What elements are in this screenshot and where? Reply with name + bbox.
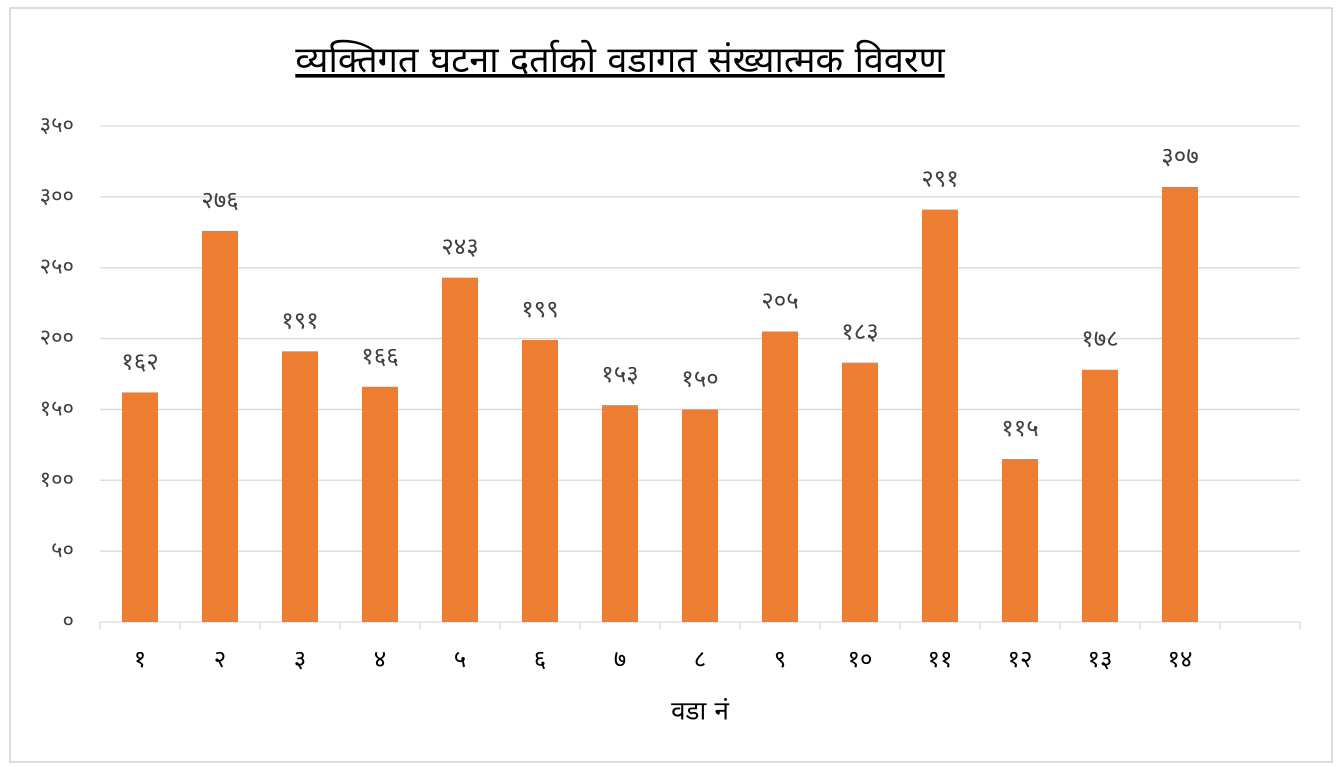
data-label: २०५ bbox=[761, 286, 798, 314]
bar bbox=[762, 331, 798, 622]
data-label: १९१ bbox=[281, 306, 318, 334]
x-tick-label: १ bbox=[134, 645, 146, 673]
bar bbox=[1002, 459, 1038, 622]
x-tick-label: ६ bbox=[534, 645, 546, 673]
bar bbox=[1082, 369, 1118, 622]
data-label: २४३ bbox=[441, 233, 478, 261]
x-tick-label: १३ bbox=[1088, 645, 1113, 673]
y-tick-label: २५० bbox=[40, 255, 74, 280]
x-tick-label: ५ bbox=[454, 645, 466, 673]
x-axis-title: वडा नं bbox=[671, 697, 729, 727]
x-tick-label: २ bbox=[214, 645, 226, 673]
x-tick-label: ७ bbox=[614, 645, 626, 673]
data-label: १६६ bbox=[361, 342, 398, 370]
x-tick-label: १० bbox=[848, 645, 873, 673]
data-label: १५३ bbox=[601, 360, 638, 388]
data-label: ११५ bbox=[1001, 414, 1038, 442]
y-tick-label: ३०० bbox=[40, 184, 74, 209]
data-label: १५० bbox=[681, 364, 718, 392]
x-tick-label: १२ bbox=[1008, 645, 1033, 673]
bar bbox=[602, 405, 638, 622]
data-label: १९९ bbox=[521, 295, 558, 323]
data-label: १७८ bbox=[1081, 325, 1118, 353]
bar bbox=[282, 351, 318, 622]
bar bbox=[362, 386, 398, 622]
x-tick-label: ४ bbox=[374, 645, 386, 673]
y-tick-label: ० bbox=[63, 609, 74, 634]
x-tick-label: ८ bbox=[694, 645, 706, 673]
bar bbox=[442, 277, 478, 622]
data-label: ३०७ bbox=[1161, 142, 1198, 170]
bar bbox=[1162, 186, 1198, 623]
data-label: २७६ bbox=[201, 186, 238, 214]
bar bbox=[122, 392, 158, 622]
bar bbox=[522, 339, 558, 622]
bar bbox=[922, 209, 958, 622]
chart-title: व्यक्तिगत घटना दर्ताको वडागत संख्यात्मक … bbox=[295, 39, 945, 81]
data-label: २९१ bbox=[921, 165, 958, 193]
data-label: १८३ bbox=[841, 318, 878, 346]
y-tick-label: ३५० bbox=[40, 113, 74, 138]
y-tick-label: ५० bbox=[51, 538, 74, 563]
x-tick-label: ११ bbox=[928, 645, 953, 673]
bar bbox=[842, 362, 878, 622]
bar bbox=[202, 230, 238, 622]
x-tick-label: १४ bbox=[1168, 645, 1193, 673]
bar bbox=[682, 409, 718, 622]
x-tick-label: ९ bbox=[774, 645, 786, 673]
y-tick-label: २०० bbox=[40, 326, 74, 351]
data-label: १६२ bbox=[121, 347, 158, 375]
y-tick-label: १०० bbox=[40, 467, 74, 492]
y-tick-label: १५० bbox=[40, 396, 74, 421]
x-tick-label: ३ bbox=[294, 645, 306, 673]
